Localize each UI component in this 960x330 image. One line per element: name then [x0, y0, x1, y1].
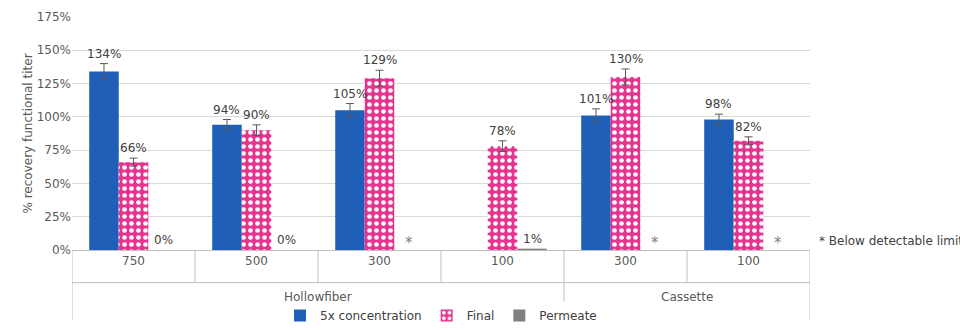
svg-text:500: 500: [245, 254, 268, 268]
svg-text:100%: 100%: [37, 110, 71, 124]
svg-text:* Below detectable limit: * Below detectable limit: [819, 234, 960, 248]
svg-text:25%: 25%: [44, 210, 71, 224]
svg-text:105%: 105%: [333, 87, 367, 101]
svg-text:*: *: [405, 234, 413, 252]
svg-text:Hollowfiber: Hollowfiber: [284, 290, 352, 304]
svg-text:78%: 78%: [489, 124, 516, 138]
svg-text:0%: 0%: [52, 243, 71, 257]
svg-text:175%: 175%: [37, 10, 71, 24]
svg-text:94%: 94%: [213, 103, 240, 117]
svg-text:Cassette: Cassette: [661, 290, 713, 304]
svg-text:750: 750: [122, 254, 145, 268]
svg-text:90%: 90%: [243, 108, 270, 122]
svg-text:100: 100: [491, 254, 514, 268]
svg-text:66%: 66%: [120, 141, 147, 155]
svg-text:% recovery functional titer: % recovery functional titer: [21, 53, 35, 213]
svg-text:82%: 82%: [735, 120, 762, 134]
svg-text:300: 300: [368, 254, 391, 268]
svg-text:150%: 150%: [37, 43, 71, 57]
svg-text:*: *: [651, 234, 659, 252]
svg-text:Final: Final: [467, 309, 495, 323]
svg-text:134%: 134%: [87, 47, 121, 61]
svg-text:300: 300: [614, 254, 637, 268]
svg-text:125%: 125%: [37, 77, 71, 91]
svg-text:50%: 50%: [44, 177, 71, 191]
svg-text:129%: 129%: [363, 53, 397, 67]
svg-text:98%: 98%: [705, 97, 732, 111]
svg-text:130%: 130%: [609, 52, 643, 66]
svg-text:0%: 0%: [154, 233, 173, 247]
svg-text:1%: 1%: [523, 232, 542, 246]
svg-text:Permeate: Permeate: [539, 309, 596, 323]
svg-text:100: 100: [737, 254, 760, 268]
svg-text:0%: 0%: [277, 233, 296, 247]
svg-text:*: *: [774, 234, 782, 252]
svg-text:5x concentration: 5x concentration: [320, 309, 422, 323]
svg-text:101%: 101%: [579, 92, 613, 106]
svg-text:75%: 75%: [44, 143, 71, 157]
